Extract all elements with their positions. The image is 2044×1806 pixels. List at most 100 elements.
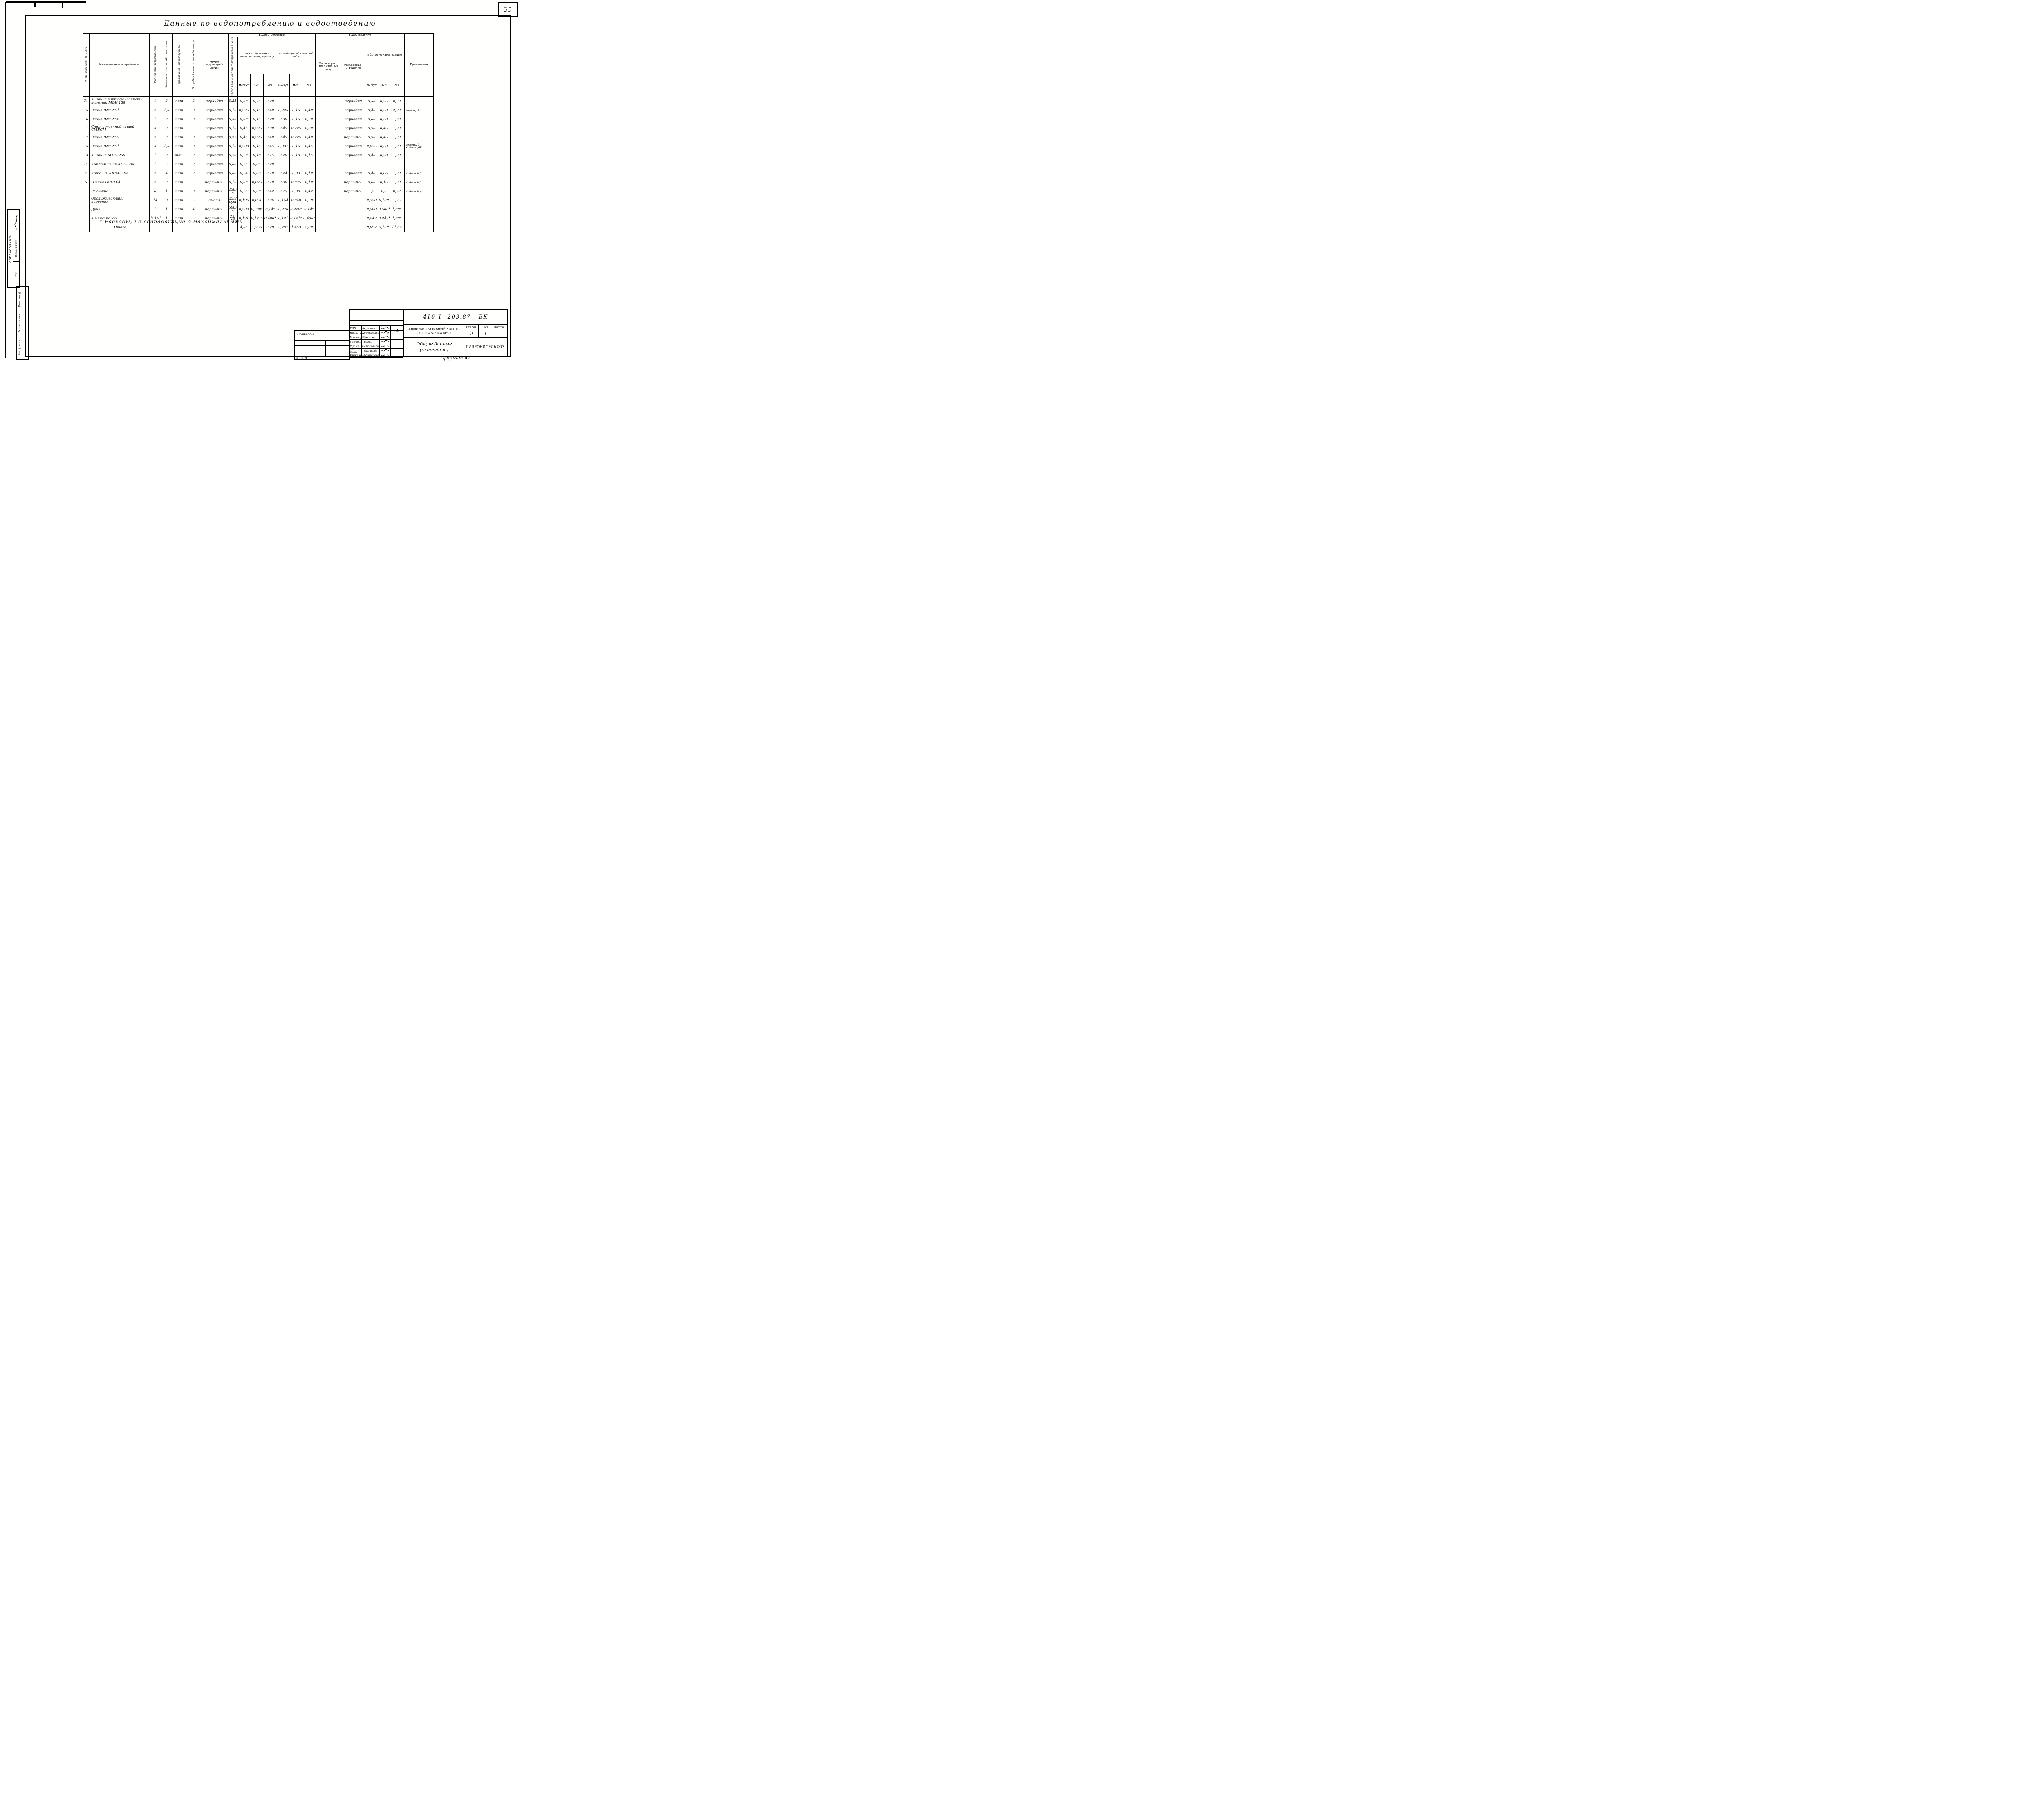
cell-head: 2 xyxy=(186,96,201,106)
cell-hot-hour xyxy=(289,96,303,106)
cell-cold-sec: 0,20 xyxy=(263,159,277,169)
cell-hours: 2 xyxy=(161,123,173,133)
cell-sewer-sec: 0,72 xyxy=(390,186,405,196)
stage-value: Р xyxy=(464,330,479,337)
cell-hot-hour: 0,075 xyxy=(289,177,303,187)
cell-sewer-day: 0,48 xyxy=(365,168,379,178)
consumer-rows: 31 Машина картофелеочисти- тельная МОК-1… xyxy=(83,96,434,232)
cell-sewer-sec: 0,20 xyxy=(390,96,405,106)
cell-drainage-mode xyxy=(341,204,366,214)
cell-note: Кодн = 0,5 xyxy=(403,168,434,178)
cell-sewer-hour: 0,15 xyxy=(378,177,390,187)
cell-consumer-no xyxy=(83,213,90,223)
cell-qty: 2 xyxy=(149,105,161,115)
cell-sewer-sec: 2,00 xyxy=(390,105,405,115)
staff-name: Мюркишева xyxy=(362,353,380,357)
cell-consumption-mode: периодич xyxy=(201,114,228,124)
cell-sewer-sec: 11,67 xyxy=(390,222,405,232)
cell-head: 3 xyxy=(186,186,201,196)
cell-hot-sec: 0,28 xyxy=(302,195,316,205)
cell-consumption-mode: периодич. xyxy=(201,177,228,187)
cell-qty: 1 xyxy=(149,204,161,214)
cell-hot-hour xyxy=(289,159,303,169)
cell-head: 3 xyxy=(186,132,201,142)
cell-cold-sec: 0,15 xyxy=(263,150,277,160)
cell-rate: 250л/ч xyxy=(227,186,238,196)
drawing-sheet: 35 Данные по водопотреблению и водоотвед… xyxy=(0,0,518,361)
band-drainage: Водоотведение xyxy=(315,33,405,37)
cell-sewage-char xyxy=(315,159,342,169)
staff-role: Гл.спец. xyxy=(350,340,362,344)
cell-qty: 6 xyxy=(149,186,161,196)
cell-hot-sec: 0,40 xyxy=(302,132,316,142)
cell-sewage-char xyxy=(315,177,342,187)
cell-qty: 2 xyxy=(149,132,161,142)
unit-hot-hour: м3/ч xyxy=(289,73,303,97)
approval-signature-cell xyxy=(13,210,19,236)
staff-row: Нач.ОТД Коростелев xyxy=(350,331,403,335)
cell-cold-sec: 0,30 xyxy=(263,123,277,133)
cell-sewer-sec xyxy=(390,159,405,169)
cell-qty: 1 xyxy=(149,96,161,106)
cell-consumer-no: 7 xyxy=(83,168,90,178)
cell-hours: 1 xyxy=(161,204,173,214)
strip-cell: Подпись и дата xyxy=(17,311,22,335)
cell-consumer-name: Души xyxy=(89,204,150,214)
scan-artifact-tick xyxy=(62,3,63,8)
cell-cold-day: 0,75 xyxy=(237,186,251,196)
col-header-rate: Расход воды на одного потребителя, м3/ч xyxy=(227,36,238,97)
cell-drainage-mode: периодич xyxy=(341,123,366,133)
cell-hours: 8 xyxy=(161,195,173,205)
cell-sewer-hour: 0,6 xyxy=(378,186,390,196)
unit-sewer-day: м3/сут xyxy=(365,73,379,97)
cell-consumption-mode: периодич xyxy=(201,96,228,106)
cell-sewer-sec: 1,00 xyxy=(390,114,405,124)
approval-stamp: СОГЛАСОВАНО: Пащенкин ТХ xyxy=(7,209,20,288)
cell-hot-sec: 0,42 xyxy=(302,186,316,196)
cell-sewer-day: 0,45 xyxy=(365,105,379,115)
attachment-grid xyxy=(295,341,349,356)
page-number: 35 xyxy=(503,6,512,13)
table-row: 11 Стол с моечной чашей СМВСМ 3 2 пит пе… xyxy=(83,123,434,133)
cell-note xyxy=(403,159,434,169)
cell-sewage-char xyxy=(315,168,342,178)
staff-name: Панисова xyxy=(362,335,380,339)
cell-rate: 0,30 xyxy=(227,114,238,124)
document-number: 416-1- 203.87 - ВК xyxy=(403,310,507,325)
cell-hot-hour: 0,048 xyxy=(289,195,303,205)
unit-sewer-hour: м3/ч xyxy=(378,73,390,97)
cell-head: 2 xyxy=(186,159,201,169)
signature-icon xyxy=(381,354,390,357)
unit-hot-day: м3/сут xyxy=(277,73,290,97)
cell-head xyxy=(186,123,201,133)
cell-drainage-mode: периодич. xyxy=(341,177,366,187)
cell-cold-day: 0,20 xyxy=(237,150,251,160)
inventory-strip: Взам. инв. № Подпись и дата Инв. № подл. xyxy=(16,286,29,360)
agreed-label: СОГЛАСОВАНО: xyxy=(9,234,12,263)
staff-date-cell xyxy=(391,349,403,353)
cell-cold-day: 0,24 xyxy=(237,168,251,178)
table-header-units: м3/сут м3/ч л/с м3/сут м3/ч л/с м3/сут м… xyxy=(83,73,434,97)
cell-hot-sec: 0,30 xyxy=(302,123,316,133)
table-row: Души 1 1 пит 4 периодич. 500л/ч 0,230 0,… xyxy=(83,204,434,214)
cell-sewer-sec: 1,00 xyxy=(390,141,405,151)
cell-consumption-mode: периодич xyxy=(201,168,228,178)
cell-sewer-day: 0,90 xyxy=(365,123,379,133)
signature-icon xyxy=(381,345,390,348)
cell-cold-day: 0,45 xyxy=(237,123,251,133)
cell-cold-day: 0,25 xyxy=(237,159,251,169)
table-row: 16 Ванна ВМСМ-6 1 2 пит 3 периодич 0,30 … xyxy=(83,114,434,124)
cell-hot-sec xyxy=(302,159,316,169)
table-header-band: № потребителя по плану Наименование потр… xyxy=(83,33,434,97)
cell-consumption-mode: смена xyxy=(201,195,228,205)
cell-hot-hour: 0,220* xyxy=(289,204,303,214)
cell-sewer-sec: 1,00 xyxy=(390,132,405,142)
cell-cold-hour: 0,075 xyxy=(250,177,264,187)
cell-hours: 2 xyxy=(161,177,173,187)
staff-name: Тюренкова xyxy=(362,349,380,353)
attachment-box: Привязан Инв. № xyxy=(294,330,350,361)
cell-consumer-no: 16 xyxy=(83,114,90,124)
cell-consumer-no xyxy=(83,195,90,205)
stage-header-row: Стадия Лист Листов xyxy=(464,325,507,330)
signature-icon xyxy=(381,349,390,352)
